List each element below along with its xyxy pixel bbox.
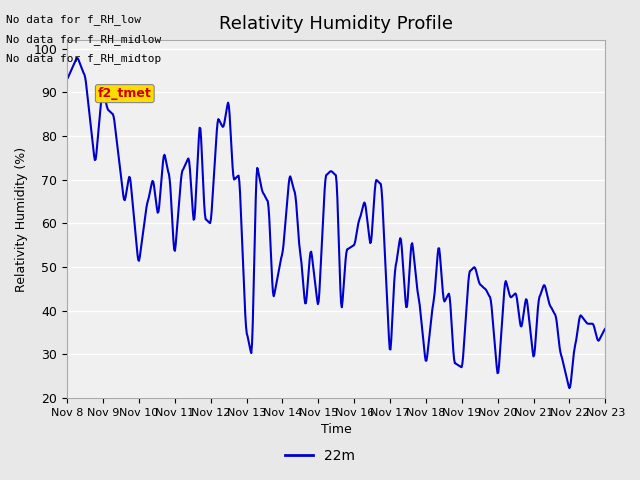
Text: No data for f_RH_midlow: No data for f_RH_midlow bbox=[6, 34, 162, 45]
Legend: 22m: 22m bbox=[280, 443, 360, 468]
Text: f2_tmet: f2_tmet bbox=[98, 87, 152, 100]
X-axis label: Time: Time bbox=[321, 423, 351, 436]
Y-axis label: Relativity Humidity (%): Relativity Humidity (%) bbox=[15, 146, 28, 291]
Text: No data for f_RH_midtop: No data for f_RH_midtop bbox=[6, 53, 162, 64]
Text: No data for f_RH_low: No data for f_RH_low bbox=[6, 14, 141, 25]
Title: Relativity Humidity Profile: Relativity Humidity Profile bbox=[220, 15, 453, 33]
